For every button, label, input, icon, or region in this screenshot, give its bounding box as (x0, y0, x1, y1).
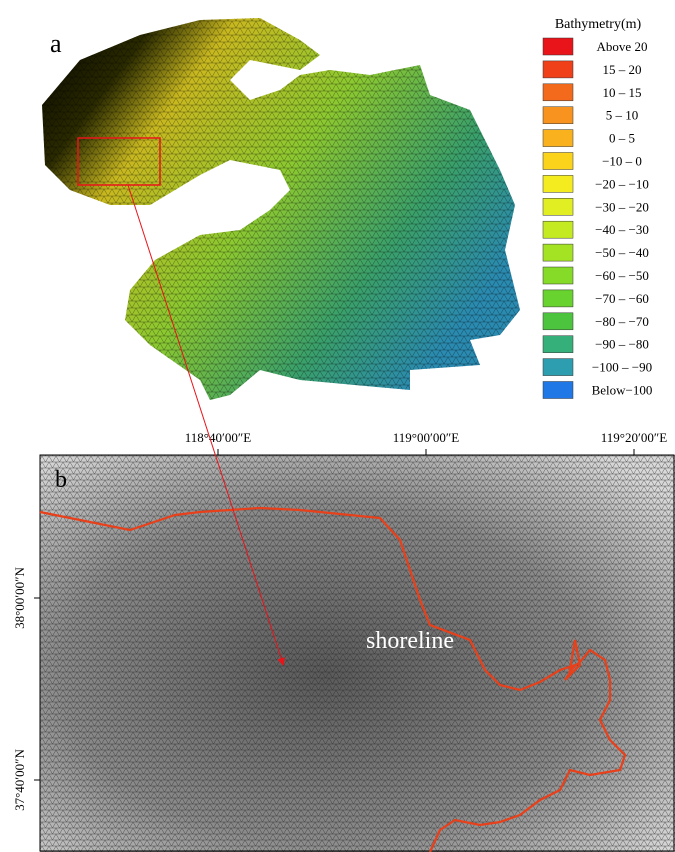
legend-swatch (543, 290, 573, 307)
mesh-overlay (42, 18, 520, 400)
legend: Above 20 15 – 20 10 – 15 5 – 10 0 – 5 −10 – 0… (543, 38, 652, 399)
legend-label: 10 – 15 (603, 85, 642, 100)
legend-label: −80 – −70 (595, 314, 649, 329)
legend-swatch (543, 359, 573, 376)
legend-label: 0 – 5 (609, 131, 635, 146)
legend-swatch (543, 153, 573, 170)
legend-swatch (543, 313, 573, 330)
legend-swatch (543, 38, 573, 55)
legend-label: −100 – −90 (592, 360, 652, 375)
legend-label: −50 – −40 (595, 245, 649, 260)
legend-label: −60 – −50 (595, 268, 649, 283)
mesh-overlay (40, 455, 675, 852)
panel-label: a (50, 29, 62, 58)
legend-swatch (543, 336, 573, 353)
legend-label: −40 – −30 (595, 222, 649, 237)
legend-swatch (543, 175, 573, 192)
legend-label: Above 20 (597, 39, 648, 54)
legend-swatch (543, 130, 573, 147)
legend-label: Below−100 (592, 383, 653, 398)
figure: a Bathymetry(m) Above 20 15 – 20 10 – 15 5 … (0, 0, 675, 852)
y-tick-label: 38°00′00″N (12, 566, 27, 628)
legend-swatch (543, 84, 573, 101)
x-tick-label: 118°40′00″E (185, 430, 251, 445)
legend-swatch (543, 61, 573, 78)
legend-label: −20 – −10 (595, 176, 649, 191)
panel-label: b (55, 467, 67, 493)
x-tick-label: 119°20′00″E (601, 430, 667, 445)
legend-swatch (543, 221, 573, 238)
y-tick-label: 37°40′00″N (12, 748, 27, 810)
map-a: a Bathymetry(m) Above 20 15 – 20 10 – 15 5 … (42, 17, 652, 400)
legend-label: −70 – −60 (595, 291, 649, 306)
legend-swatch (543, 244, 573, 261)
x-tick-label: 119°00′00″E (393, 430, 459, 445)
legend-title: Bathymetry(m) (555, 17, 642, 32)
legend-swatch (543, 382, 573, 399)
legend-label: −90 – −80 (595, 337, 649, 352)
legend-swatch (543, 198, 573, 215)
annotation: shoreline (366, 628, 454, 654)
legend-label: −30 – −20 (595, 199, 649, 214)
legend-swatch (543, 267, 573, 284)
legend-swatch (543, 107, 573, 124)
map-b: b shoreline 118°40′00″E 119°00′00″E 119°20… (12, 430, 675, 852)
legend-label: 5 – 10 (606, 108, 639, 123)
legend-label: 15 – 20 (603, 62, 642, 77)
legend-label: −10 – 0 (602, 154, 642, 169)
